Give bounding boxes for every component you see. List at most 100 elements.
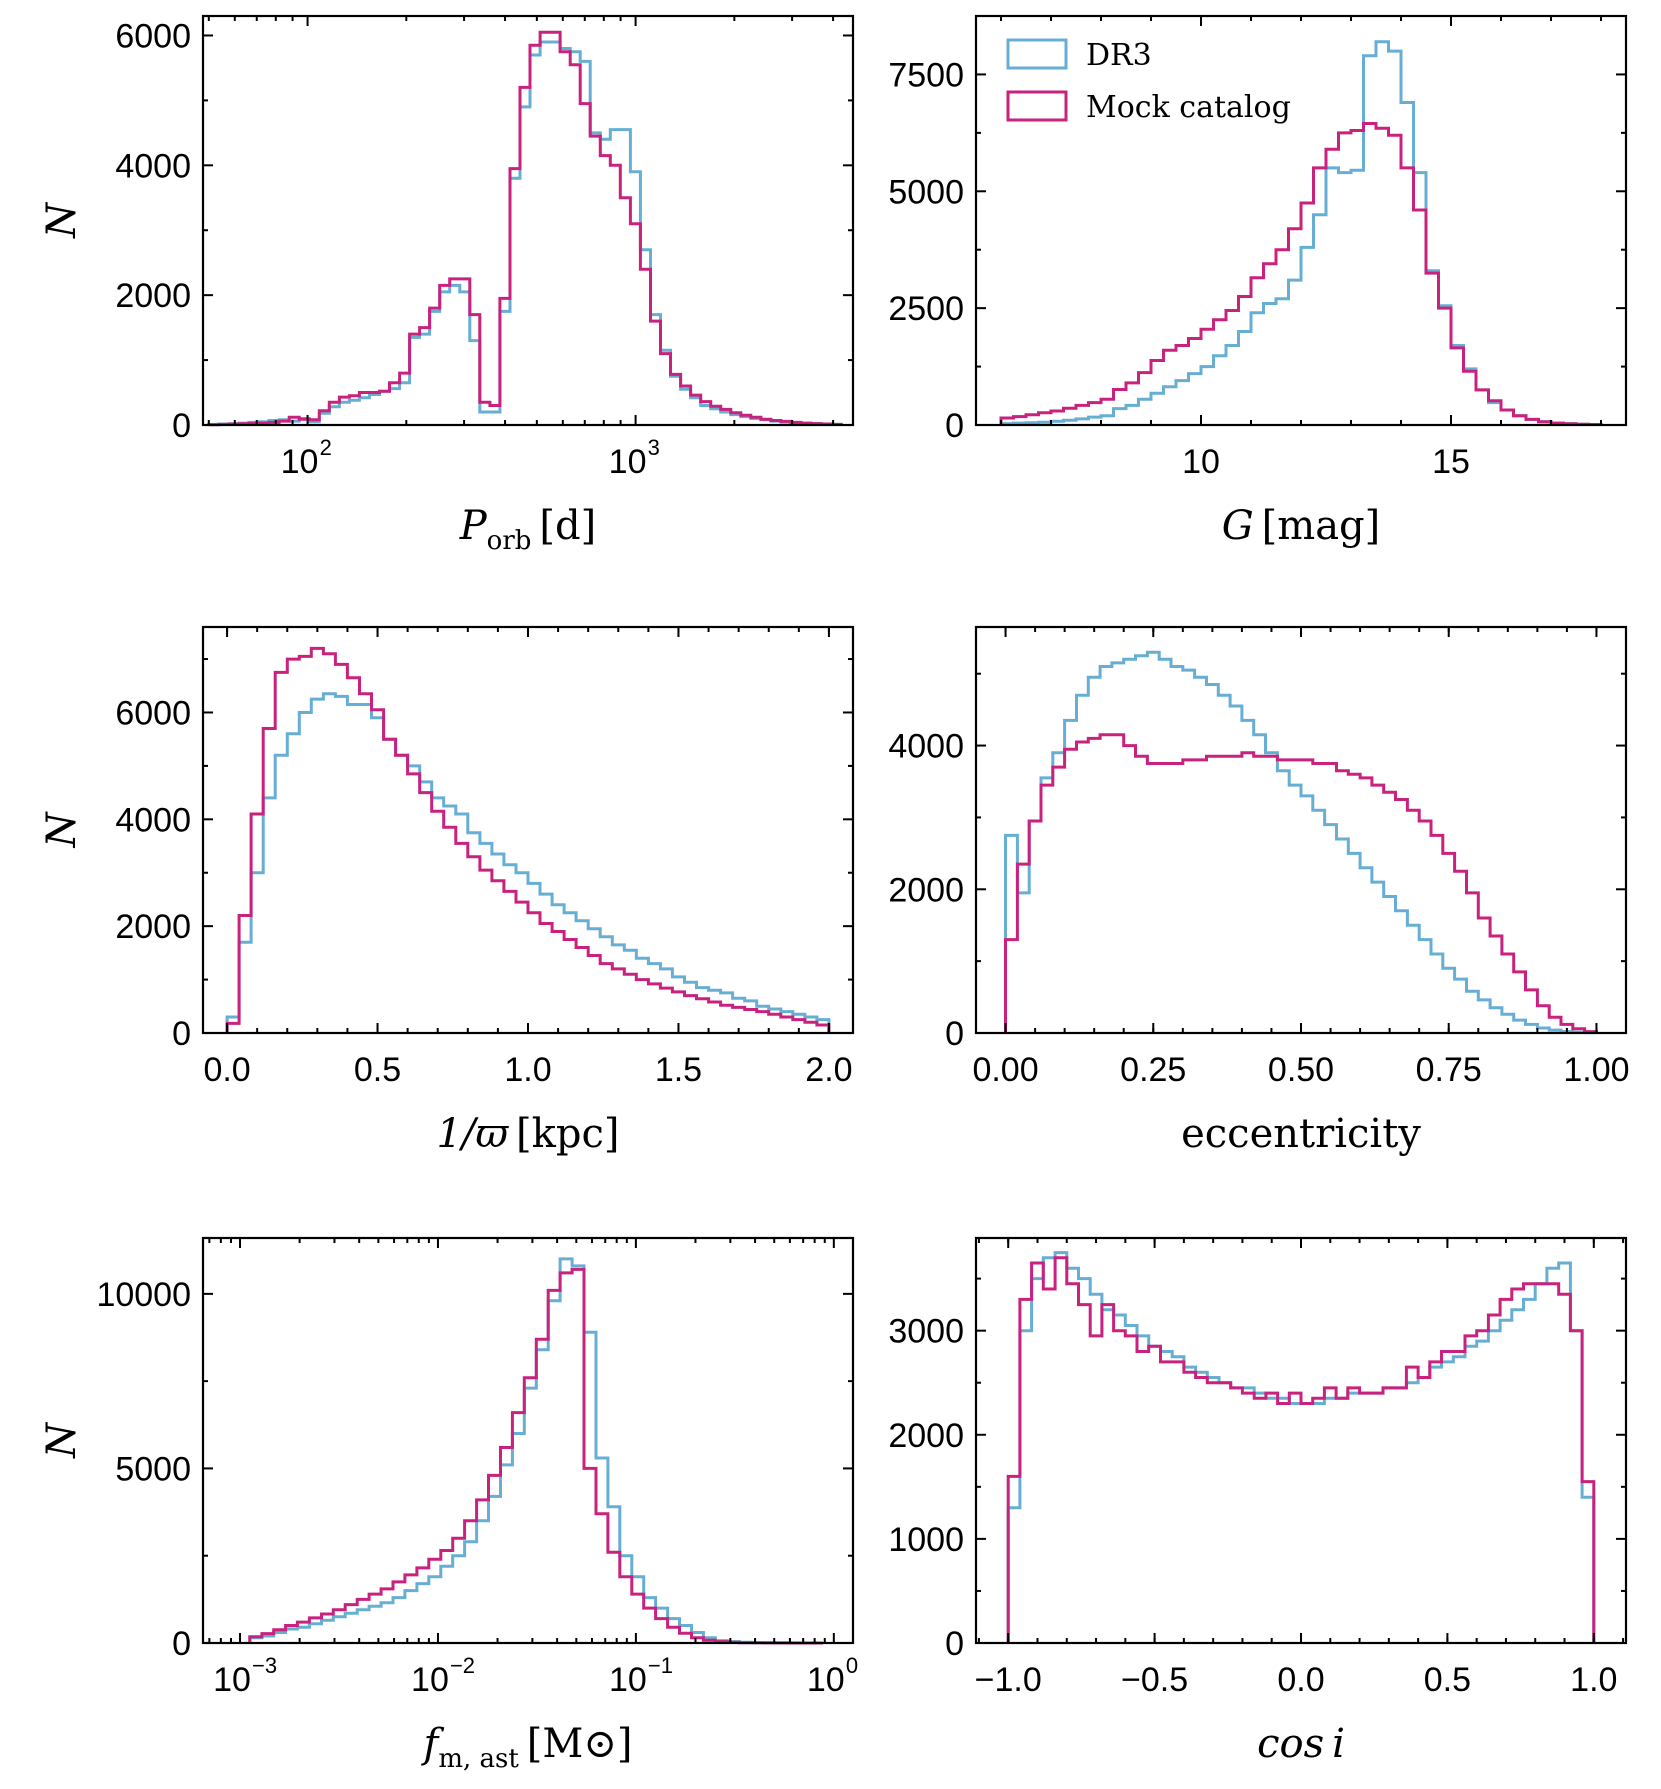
x-tick-label-ecc: 0.50 (1268, 1051, 1334, 1089)
histogram-cosi-mock (1006, 1256, 1596, 1643)
y-tick-label-porb: 4000 (115, 147, 191, 185)
ticks-gmag (976, 16, 1626, 426)
panel-gmag: 0 2500 5000 7500 10 15 G [mag] (888, 14, 1628, 549)
x-axis-label-porb: Porb [d] (459, 503, 596, 556)
x-axis-label-gmag: G [mag] (1222, 503, 1381, 549)
x-axis-label-dist: 1/ϖ [kpc] (436, 1111, 619, 1157)
x-tick-label-cosi: 0.0 (1277, 1661, 1324, 1699)
x-tick-label-cosi: 1.0 (1570, 1661, 1617, 1699)
x-tick-label-porb: 10 (609, 443, 647, 481)
y-tick-label-gmag: 7500 (888, 56, 964, 94)
x-tick-label-dist: 1.5 (655, 1051, 702, 1089)
ticks-porb (203, 16, 853, 426)
x-axis-label-cosi: cos i (1257, 1721, 1345, 1767)
x-axis-label-fm: fm, ast [M⊙] (421, 1721, 633, 1774)
histogram-dist-mock (225, 646, 831, 1033)
y-tick-label-dist: 2000 (115, 908, 191, 946)
y-axis-label-fm: N (39, 1421, 85, 1459)
x-axis-label-main: 1/ϖ (436, 1111, 509, 1157)
ticks-fm (203, 1238, 853, 1644)
x-axis-label-unit: [d] (539, 503, 596, 549)
x-tick-label-fm: 10 (213, 1661, 251, 1699)
x-tick-label-porb: 10 (281, 443, 319, 481)
legend: DR3 Mock catalog (1006, 38, 1291, 125)
x-tick-label-ecc: 0.25 (1120, 1051, 1186, 1089)
x-tick-label-gmag: 15 (1432, 443, 1470, 481)
y-tick-label-porb: 0 (172, 407, 191, 445)
y-tick-label-fm: 5000 (115, 1450, 191, 1488)
y-tick-label-gmag: 2500 (888, 290, 964, 328)
x-tick-label-fm: 10 (609, 1661, 647, 1699)
histogram-porb-mock (207, 30, 843, 427)
x-axis-label-main: G (1222, 503, 1254, 549)
x-axis-label-sub: m, ast (438, 1744, 519, 1774)
x-tick-exponent-porb: 3 (648, 435, 660, 460)
histogram-ecc-dr3 (1004, 650, 1598, 1035)
y-tick-label-cosi: 1000 (888, 1521, 964, 1559)
x-tick-label-cosi: −0.5 (1121, 1661, 1188, 1699)
y-axis-label-dist: N (39, 811, 85, 849)
y-tick-label-ecc: 2000 (888, 871, 964, 909)
y-axis-label-porb: N (39, 201, 85, 239)
panel-dist: 0 2000 4000 6000 0.0 0.5 1.0 1.5 2.0 1/ϖ [kpc] N (39, 625, 855, 1157)
x-tick-label-ecc: 0.75 (1416, 1051, 1482, 1089)
x-axis-label-main: P (459, 503, 488, 549)
x-axis-label-sub: orb (487, 526, 532, 556)
ticks-ecc (975, 627, 1626, 1034)
y-tick-label-dist: 0 (172, 1015, 191, 1053)
x-tick-label-ecc: 1.00 (1563, 1051, 1629, 1089)
histogram-cosi-dr3 (1006, 1251, 1596, 1643)
x-tick-exponent-porb: 2 (320, 435, 332, 460)
x-tick-label-dist: 0.0 (203, 1051, 250, 1089)
x-tick-exponent-fm: 0 (846, 1653, 858, 1678)
x-tick-label-gmag: 10 (1182, 443, 1220, 481)
x-tick-label-fm: 10 (411, 1661, 449, 1699)
axes-frame-ecc (974, 625, 1628, 1035)
x-tick-label-cosi: 0.5 (1424, 1661, 1471, 1699)
x-axis-label-main: eccentricity (1181, 1111, 1421, 1157)
x-tick-label-dist: 0.5 (354, 1051, 401, 1089)
histogram-ecc-mock (1004, 733, 1598, 1034)
histogram-gmag-mock (999, 122, 1603, 426)
x-tick-exponent-fm: −3 (252, 1653, 277, 1678)
legend-swatch-mock (1006, 90, 1068, 122)
legend-label-mock: Mock catalog (1086, 90, 1291, 125)
x-axis-label-unit: [mag] (1262, 503, 1381, 549)
y-tick-label-fm: 10000 (96, 1276, 191, 1314)
histogram-dist-dr3 (225, 692, 831, 1033)
x-tick-label-dist: 2.0 (805, 1051, 852, 1089)
y-tick-label-porb: 6000 (115, 17, 191, 55)
x-axis-label-main: cos i (1257, 1721, 1345, 1767)
y-tick-label-dist: 4000 (115, 801, 191, 839)
histogram-fm-mock (248, 1267, 823, 1645)
x-tick-label-fm: 10 (807, 1661, 845, 1699)
y-tick-label-cosi: 2000 (888, 1417, 964, 1455)
x-tick-label-ecc: 0.00 (972, 1051, 1038, 1089)
histogram-fm-dr3 (248, 1257, 823, 1645)
y-tick-label-gmag: 0 (945, 407, 964, 445)
y-tick-label-ecc: 0 (945, 1015, 964, 1053)
axes-frame-porb (201, 14, 855, 427)
y-tick-label-porb: 2000 (115, 277, 191, 315)
x-axis-label-unit: [M⊙] (527, 1721, 633, 1767)
y-tick-label-dist: 6000 (115, 694, 191, 732)
panel-cosi: 0 1000 2000 3000 −1.0 −0.5 0.0 0.5 1.0 cos i (888, 1236, 1628, 1767)
x-axis-label-unit: [kpc] (516, 1111, 619, 1157)
legend-label-dr3: DR3 (1086, 38, 1152, 73)
histogram-porb-dr3 (207, 40, 843, 426)
x-tick-exponent-fm: −2 (450, 1653, 475, 1678)
x-axis-label-ecc: eccentricity (1181, 1111, 1421, 1157)
y-tick-label-gmag: 5000 (888, 173, 964, 211)
y-tick-label-ecc: 4000 (888, 728, 964, 766)
axes-frame-dist (201, 625, 855, 1035)
panel-ecc: 0 2000 4000 0.00 0.25 0.50 0.75 1.00 eccentricit… (888, 625, 1630, 1157)
ticks-dist (203, 627, 853, 1034)
ticks-cosi (976, 1238, 1626, 1644)
x-tick-label-dist: 1.0 (504, 1051, 551, 1089)
x-tick-exponent-fm: −1 (648, 1653, 673, 1678)
y-tick-label-fm: 0 (172, 1625, 191, 1663)
axes-frame-fm (201, 1236, 855, 1645)
